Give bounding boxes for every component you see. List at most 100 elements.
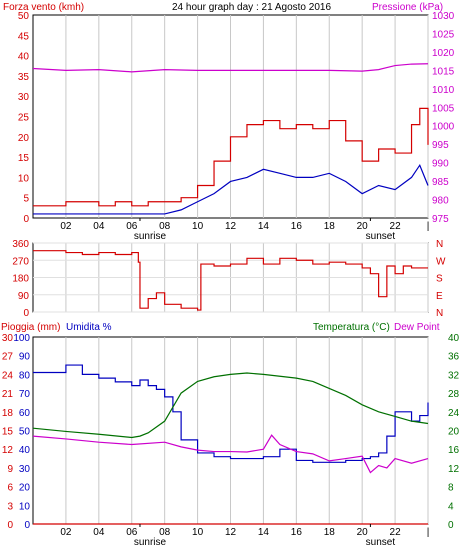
pressure-axis-label: Pressione (kPa) [372,2,443,13]
y-tick-label-right: 1030 [432,11,455,22]
y-tick-label-rain: 6 [7,483,13,494]
temperature-axis-label: Temperatura (°C) [313,322,390,333]
x-tick-label: 10 [192,221,204,232]
humidity-line [33,364,429,463]
marker-label: sunset [366,231,396,242]
y-tick-label-left: 360 [12,239,29,250]
x-tick-label: 18 [324,527,336,538]
y-tick-label-temp: 8 [448,483,454,494]
y-tick-label-humidity: 30 [19,464,31,475]
y-tick-label-temp: 36 [448,352,460,363]
x-tick-label: 14 [258,221,270,232]
direction-letter: N [436,308,443,319]
y-tick-label-temp: 16 [448,445,460,456]
y-tick-label-left: 180 [12,274,29,285]
y-tick-label-humidity: 20 [19,483,31,494]
wind-line [33,163,429,215]
wind-axis-label: Forza vento (kmh) [3,2,84,13]
y-tick-label-humidity: 90 [19,352,31,363]
y-tick-label-temp: 28 [448,389,460,400]
direction-letter: E [436,291,443,302]
y-tick-label-right: 1015 [432,66,455,77]
x-tick-label: 08 [159,527,171,538]
y-tick-label-rain: 24 [2,370,14,381]
y-tick-label-right: 985 [432,177,449,188]
x-tick-label: 16 [291,221,303,232]
x-tick-label: 10 [192,527,204,538]
y-tick-label-humidity: 10 [19,501,31,512]
y-tick-label-right: 1000 [432,122,455,133]
x-tick-label: 06 [126,527,138,538]
x-tick-label: 06 [126,221,138,232]
direction-letter: S [436,274,443,285]
y-tick-label-left: 45 [18,31,30,42]
humidity-temperature-panel: 0102030405060708090100036912151821242730… [2,333,460,548]
direction-letter: N [436,239,443,250]
y-tick-label-left: 5 [23,194,29,205]
y-tick-label-temp: 40 [448,333,460,344]
x-tick-label: | [427,527,430,538]
y-tick-label-left: 90 [18,291,30,302]
x-tick-label: 04 [93,527,105,538]
y-tick-label-humidity: 80 [19,370,31,381]
y-tick-label-right: 980 [432,196,449,207]
x-tick-label: 04 [93,221,105,232]
y-tick-label-left: 40 [18,52,30,63]
y-tick-label-temp: 20 [448,427,460,438]
x-tick-label: 02 [60,221,72,232]
y-tick-label-humidity: 70 [19,389,31,400]
y-tick-label-left: 270 [12,256,29,267]
y-tick-label-rain: 0 [7,520,13,531]
direction-line [33,250,428,311]
x-tick-label: 08 [159,221,171,232]
y-tick-label-rain: 30 [2,333,14,344]
y-tick-label-left: 50 [18,11,30,22]
y-tick-label-right: 1005 [432,103,455,114]
dew_point-line [32,434,429,474]
x-tick-label: 12 [225,221,237,232]
x-tick-label: 16 [291,527,303,538]
y-tick-label-right: 1010 [432,85,455,96]
y-tick-label-left: 25 [18,113,30,124]
y-tick-label-humidity: 40 [19,445,31,456]
marker-label: sunrise [134,537,167,548]
x-tick-label: 20 [357,527,369,538]
y-tick-label-right: 1025 [432,29,455,40]
marker-label: sunrise [134,231,167,242]
y-tick-label-rain: 27 [2,352,14,363]
y-tick-label-rain: 15 [2,427,14,438]
y-tick-label-rain: 21 [2,389,14,400]
y-tick-label-temp: 0 [448,520,454,531]
y-tick-label-left: 10 [18,173,30,184]
x-tick-label: 22 [390,527,402,538]
y-tick-label-left: 0 [23,214,29,225]
x-tick-label: 02 [60,527,72,538]
y-tick-label-right: 1020 [432,48,455,59]
x-tick-label: | [427,221,430,232]
y-tick-label-right: 975 [432,214,449,225]
y-tick-label-left: 30 [18,92,30,103]
y-tick-label-humidity: 0 [24,520,30,531]
marker-label: sunset [366,537,396,548]
pressure-line [32,63,429,73]
y-tick-label-temp: 12 [448,464,460,475]
y-tick-label-temp: 4 [448,501,454,512]
y-tick-label-right: 990 [432,159,449,170]
y-tick-label-humidity: 50 [19,427,31,438]
wind-pressure-panel: 0510152025303540455097598098599099510001… [18,11,455,242]
direction-letter: W [436,256,446,267]
y-tick-label-temp: 32 [448,370,460,381]
rain-axis-label: Pioggia (mm) [1,322,60,333]
y-tick-label-rain: 9 [7,464,13,475]
y-tick-label-left: 20 [18,133,30,144]
gust-line [33,107,429,207]
y-tick-label-rain: 3 [7,501,13,512]
x-tick-label: 22 [390,221,402,232]
y-tick-label-rain: 12 [2,445,14,456]
y-tick-label-humidity: 100 [13,333,30,344]
chart-title: 24 hour graph day : 21 Agosto 2016 [172,2,331,13]
y-tick-label-left: 0 [23,308,29,319]
dew-point-axis-label: Dew Point [394,322,440,333]
